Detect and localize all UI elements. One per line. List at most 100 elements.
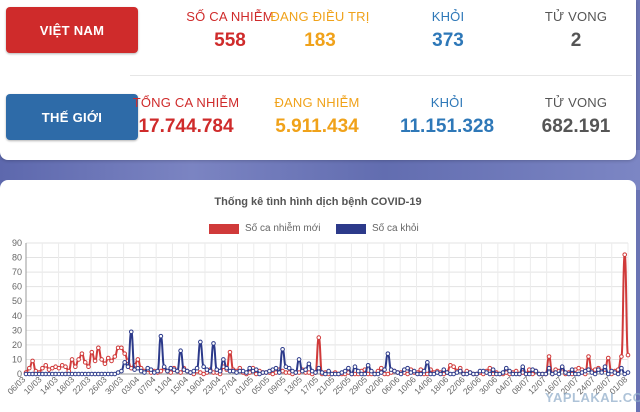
data-point-0 — [586, 354, 591, 359]
data-point-1 — [362, 371, 368, 377]
data-point-1 — [586, 367, 591, 372]
vn-infected-label: SỐ CA NHIỄM — [186, 9, 274, 24]
data-point-1 — [191, 368, 197, 374]
data-point-1 — [556, 371, 562, 377]
data-point-1 — [207, 368, 213, 374]
data-point-1 — [599, 370, 604, 375]
data-point-0 — [40, 365, 45, 371]
data-point-0 — [76, 357, 81, 362]
data-point-1 — [369, 368, 374, 374]
data-point-0 — [69, 357, 75, 362]
stats-panel: VIỆT NAM SỐ CA NHIỄM 558 ĐANG ĐIỀU TRỊ 1… — [0, 0, 636, 160]
vn-recovered-label: KHỎI — [431, 9, 465, 24]
legend-label-recovered: Số ca khỏi — [372, 223, 419, 234]
data-point-0 — [605, 355, 611, 361]
x-tick-label: 07/04 — [135, 374, 157, 396]
data-point-0 — [451, 364, 456, 370]
legend-item-recovered[interactable]: Số ca khỏi — [336, 223, 419, 234]
data-point-1 — [346, 365, 351, 371]
data-point-1 — [119, 368, 124, 374]
data-point-1 — [155, 368, 160, 374]
data-point-1 — [198, 339, 203, 345]
y-tick-label: 10 — [12, 354, 22, 364]
data-point-0 — [43, 362, 49, 368]
world-deaths-value: 682.191 — [541, 116, 611, 137]
divider — [130, 75, 632, 76]
world-region-button[interactable]: THẾ GIỚI — [6, 94, 138, 140]
data-point-1 — [342, 368, 348, 374]
data-point-1 — [247, 365, 252, 371]
data-point-0 — [26, 365, 32, 371]
vn-recovered-value: 373 — [432, 30, 464, 51]
data-point-0 — [316, 335, 322, 340]
data-point-0 — [89, 349, 95, 355]
legend-item-new-cases[interactable]: Số ca nhiễm mới — [209, 223, 320, 234]
data-point-1 — [619, 365, 624, 371]
data-point-0 — [622, 252, 628, 257]
data-point-0 — [119, 345, 124, 351]
data-point-1 — [421, 368, 427, 374]
vn-treating-label: ĐANG ĐIỀU TRỊ — [270, 9, 370, 24]
legend-swatch-recovered — [336, 223, 366, 234]
data-point-1 — [253, 367, 259, 372]
vietnam-stats-row: VIỆT NAM SỐ CA NHIỄM 558 ĐANG ĐIỀU TRỊ 1… — [0, 0, 636, 74]
y-tick-label: 60 — [12, 282, 22, 292]
data-point-1 — [221, 357, 226, 362]
data-point-1 — [566, 371, 572, 377]
data-point-1 — [273, 365, 279, 371]
vn-stat-deaths: TỬ VONG 2 — [506, 9, 640, 52]
vn-treating-value: 183 — [304, 30, 336, 51]
data-point-1 — [559, 364, 565, 370]
data-point-0 — [625, 352, 631, 358]
data-point-0 — [619, 354, 624, 359]
data-point-1 — [605, 371, 611, 377]
world-infected-label: TỔNG CA NHIỄM — [132, 95, 240, 110]
data-point-1 — [438, 371, 443, 377]
legend-swatch-new-cases — [209, 223, 239, 234]
vn-stat-recovered: KHỎI 373 — [378, 9, 518, 52]
data-point-0 — [79, 351, 85, 356]
world-stat-recovered: KHỎI 11.151.328 — [377, 95, 517, 138]
data-point-1 — [615, 371, 621, 377]
y-tick-label: 80 — [12, 253, 22, 263]
data-point-0 — [56, 365, 62, 371]
data-point-1 — [625, 370, 631, 375]
data-point-1 — [385, 351, 391, 356]
world-stats-row: THẾ GIỚI TỔNG CA NHIỄM 17.744.784 ĐANG N… — [0, 80, 636, 154]
data-point-0 — [122, 351, 127, 356]
data-point-1 — [527, 371, 532, 377]
world-stat-deaths: TỬ VONG 682.191 — [506, 95, 640, 138]
data-point-1 — [224, 365, 229, 371]
data-point-1 — [457, 368, 463, 374]
world-stat-active: ĐANG NHIỄM 5.911.434 — [247, 95, 387, 138]
data-point-0 — [546, 354, 552, 359]
y-tick-label: 70 — [12, 267, 22, 277]
data-point-1 — [323, 371, 328, 377]
world-active-value: 5.911.434 — [275, 116, 359, 137]
data-point-1 — [313, 370, 318, 375]
vn-stat-infected: SỐ CA NHIỄM 558 — [160, 9, 300, 52]
data-point-1 — [178, 348, 183, 354]
world-stat-infected: TỔNG CA NHIỄM 17.744.784 — [116, 95, 256, 138]
data-point-1 — [352, 364, 358, 370]
data-point-1 — [194, 365, 200, 371]
data-point-1 — [500, 370, 506, 375]
y-tick-label: 20 — [12, 340, 22, 350]
data-point-1 — [569, 367, 575, 372]
world-recovered-value: 11.151.328 — [399, 116, 495, 137]
data-point-0 — [86, 364, 91, 370]
data-point-1 — [596, 367, 601, 372]
data-point-1 — [503, 365, 509, 371]
data-point-1 — [175, 368, 180, 374]
data-point-1 — [211, 341, 216, 346]
data-point-0 — [112, 354, 118, 359]
data-point-1 — [418, 371, 424, 377]
data-point-1 — [306, 361, 312, 367]
data-point-0 — [30, 358, 35, 364]
data-point-1 — [507, 368, 512, 374]
data-point-0 — [99, 357, 104, 362]
y-tick-label: 50 — [12, 296, 22, 306]
vietnam-region-button[interactable]: VIỆT NAM — [6, 7, 138, 53]
data-point-1 — [411, 368, 417, 374]
data-point-1 — [158, 333, 164, 339]
